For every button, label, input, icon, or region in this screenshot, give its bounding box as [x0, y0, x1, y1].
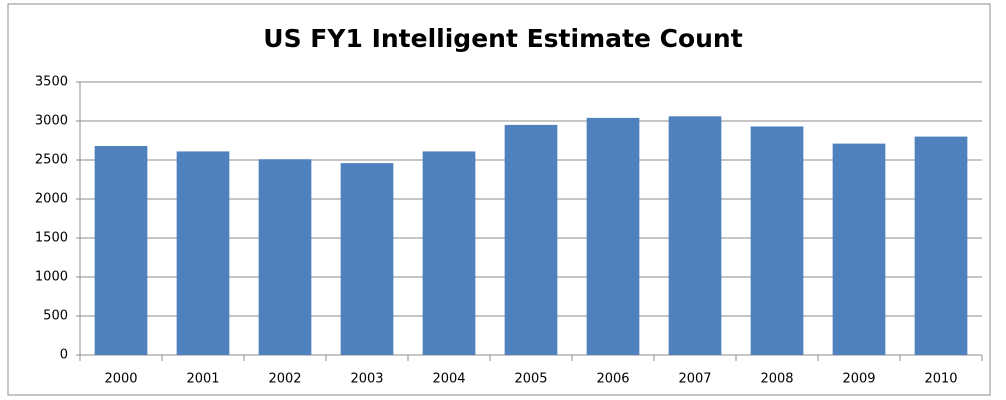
y-tick-label: 1000: [35, 270, 68, 285]
y-tick-label: 3000: [35, 114, 68, 129]
x-tick-label: 2008: [760, 372, 793, 387]
bar: [340, 163, 394, 355]
y-tick-label: 2000: [35, 192, 68, 207]
x-tick-label: 2006: [596, 372, 629, 387]
x-tick-label: 2009: [842, 372, 875, 387]
bar: [422, 151, 476, 355]
x-tick-label: 2004: [432, 372, 465, 387]
bar: [832, 143, 886, 355]
y-tick-label: 1500: [35, 231, 68, 246]
y-tick-label: 500: [43, 309, 68, 324]
x-tick-label: 2003: [350, 372, 383, 387]
bar: [750, 126, 804, 356]
x-tick-label: 2010: [924, 372, 957, 387]
bar: [914, 136, 968, 355]
bar: [586, 117, 640, 355]
chart-title: US FY1 Intelligent Estimate Count: [263, 24, 742, 53]
bar: [668, 116, 722, 355]
bar: [504, 124, 558, 356]
bar: [176, 151, 230, 355]
x-tick-label: 2007: [678, 372, 711, 387]
y-tick-label: 3500: [35, 75, 68, 90]
x-tick-label: 2000: [104, 372, 137, 387]
y-tick-label: 0: [60, 348, 68, 363]
x-tick-label: 2002: [268, 372, 301, 387]
x-tick-label: 2005: [514, 372, 547, 387]
y-tick-label: 2500: [35, 153, 68, 168]
x-tick-label: 2001: [186, 372, 219, 387]
bar: [94, 145, 148, 355]
bar: [258, 159, 312, 355]
